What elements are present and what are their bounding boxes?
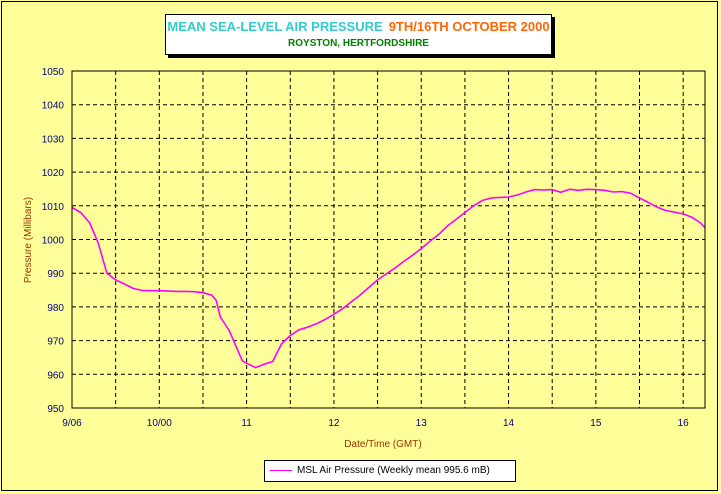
- y-tick-label: 1000: [42, 236, 65, 247]
- y-tick-label: 1030: [42, 134, 65, 145]
- chart-subtitle: ROYSTON, HERTFORDSHIRE: [288, 38, 429, 49]
- x-tick-label: 16: [678, 418, 690, 429]
- y-tick-label: 970: [47, 337, 64, 348]
- y-tick-label: 960: [47, 370, 64, 381]
- chart-title-main: MEAN SEA-LEVEL AIR PRESSURE: [167, 19, 383, 34]
- series-line: [71, 188, 706, 369]
- x-tick-label: 12: [328, 418, 340, 429]
- chart-title: MEAN SEA-LEVEL AIR PRESSURE 9TH/16TH OCTO…: [166, 19, 551, 34]
- y-tick-label: 1050: [42, 67, 65, 78]
- x-tick-label: 13: [416, 418, 428, 429]
- y-tick-label: 990: [47, 269, 64, 280]
- chart-title-date: 9TH/16TH OCTOBER 2000: [388, 19, 550, 34]
- legend: MSL Air Pressure (Weekly mean 995.6 mB): [264, 460, 516, 482]
- x-tick-label: 14: [503, 418, 515, 429]
- x-axis-label: Date/Time (GMT): [344, 439, 421, 450]
- chart-title-box: MEAN SEA-LEVEL AIR PRESSURE 9TH/16TH OCTO…: [165, 14, 552, 55]
- plot-area-border: [71, 70, 706, 409]
- y-axis-label: Pressure (Millibars): [23, 197, 34, 283]
- y-tick-label: 1020: [42, 168, 65, 179]
- y-tick-labels: 950 960 970 980 990 1000 1010 1020 1030 1040 1050: [42, 67, 65, 415]
- grid-layer: [72, 71, 705, 408]
- x-tick-label: 9/06: [62, 418, 82, 429]
- x-tick-label: 15: [590, 418, 602, 429]
- y-tick-label: 1010: [42, 202, 65, 213]
- series-layer: [71, 188, 706, 369]
- legend-label: MSL Air Pressure (Weekly mean 995.6 mB): [297, 465, 490, 476]
- y-tick-label: 950: [47, 404, 64, 415]
- y-tick-label: 1040: [42, 101, 65, 112]
- legend-swatch-line: [270, 470, 292, 471]
- x-tick-label: 11: [241, 418, 252, 429]
- x-tick-label: 10/00: [147, 418, 172, 429]
- y-tick-label: 980: [47, 303, 64, 314]
- x-tick-labels: 9/06 10/00 11 12 13 14 15 16: [62, 418, 689, 429]
